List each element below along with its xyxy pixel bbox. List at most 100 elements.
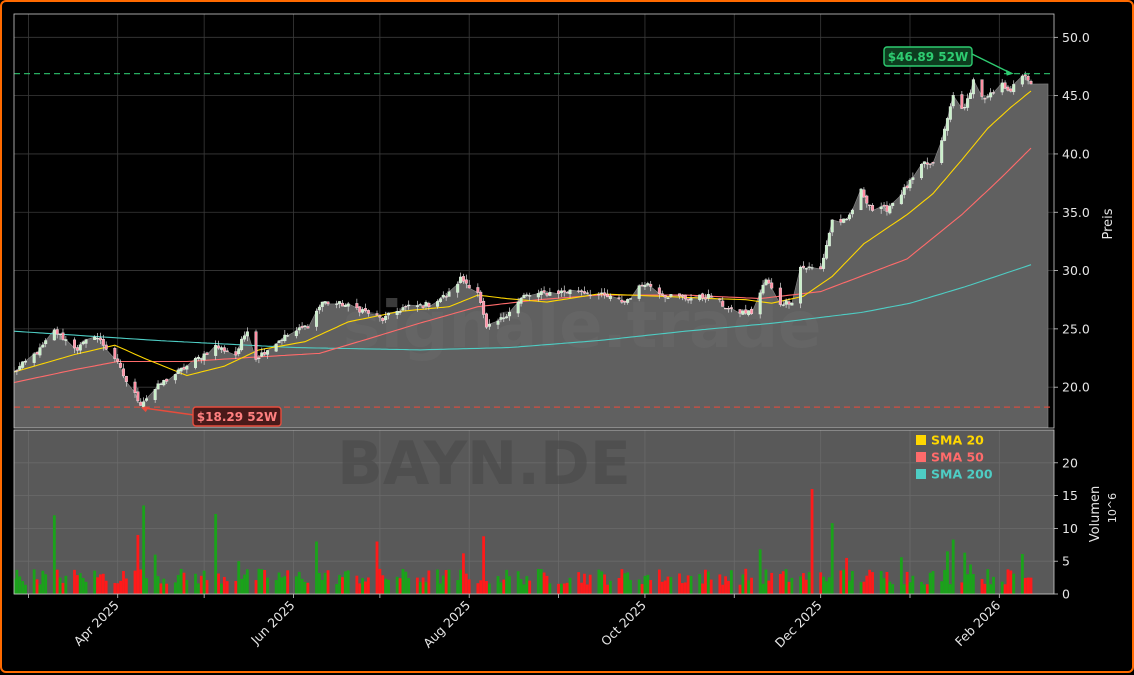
candle-body [73,339,77,349]
candle-body [862,189,866,198]
candle-body [582,291,586,294]
volume-bar [15,569,19,594]
volume-bar [686,575,690,594]
volume-bar [666,576,670,594]
volume-bar [41,570,45,594]
candle-body [104,344,108,350]
volume-bar [542,572,546,594]
volume-bar [825,581,828,594]
x-tick-label: Aug 2025 [420,598,473,651]
candle-body [637,285,641,299]
candle-body [744,309,748,314]
candle-body [1003,82,1007,89]
candle-body [822,257,826,269]
volume-bar [727,580,730,594]
volume-bar [96,577,99,594]
candle-body [436,301,440,307]
candle-body [801,265,805,268]
candle-body [139,401,143,406]
candle-body [260,352,264,357]
volume-bar [153,554,157,594]
volume-bar [75,575,79,594]
candle-body [905,185,909,188]
volume-bar [1023,578,1027,594]
volume-bar [306,582,310,594]
candle-body [539,291,543,295]
volume-bar [55,569,59,594]
volume-tick-label: 10 [1062,521,1078,536]
volume-bar [902,584,906,594]
candle-body [620,299,624,303]
volume-bar [479,580,483,594]
low-52w-label-box [192,406,282,427]
candle-body [669,294,673,297]
price-panel-border [13,13,1055,429]
volume-bar [804,579,808,594]
candle-body [121,368,125,377]
candle-body [340,302,344,307]
volume-bar [718,574,722,594]
volume-bar [346,570,350,594]
volume-bar [784,569,788,594]
candle-body [824,245,828,259]
candle-body [84,339,88,344]
volume-bar [845,557,849,594]
candle-body [219,347,223,350]
candle-body [585,292,589,294]
candle-body [689,298,693,301]
volume-bar [179,568,183,594]
volume-bar [277,572,281,594]
candle-body [980,79,984,97]
candle-body [608,295,612,299]
candle-body [421,305,425,308]
candle-body [381,317,385,322]
volume-bar [220,583,223,594]
candle-body [790,302,794,306]
volume-bar [462,553,465,594]
volume-bar [237,561,241,594]
volume-bar [317,572,321,594]
candle-body [945,118,949,131]
candle-body [971,79,975,95]
x-tick-label: Jun 2025 [247,598,297,648]
candle-body [804,268,808,270]
volume-bar [78,573,82,594]
candle-body [461,276,465,282]
candle-body [597,293,601,296]
volume-bar [801,573,805,594]
volume-bar [911,575,915,594]
candle-body [93,336,97,340]
candle-body [698,294,702,300]
annotations: $46.89 52W $18.29 52W [14,46,1054,427]
candle-body [427,302,431,307]
candle-body [603,292,607,296]
volume-bar [499,582,503,594]
volume-bar [122,571,125,594]
candle-body [842,218,846,223]
candle-body [496,320,500,325]
volume-bar [600,571,604,594]
volume-bar [214,513,218,594]
candle-body [484,313,488,328]
volume-bar [300,578,304,594]
volume-bar [548,583,552,594]
volume-bar [986,569,990,594]
volume-bar [663,580,667,594]
volume-bar [822,576,825,594]
candle-body [361,309,365,313]
candle-body [686,298,690,301]
candle-body [24,360,28,363]
high-52w-label-box [883,46,973,67]
candle-body [124,375,128,382]
volume-bar [678,573,681,594]
volume-bar [787,581,791,594]
volume-bar [764,569,768,594]
volume-bar [173,582,177,594]
volume-bar [992,576,995,594]
volume-bar [781,571,785,594]
volume-bar [136,534,140,594]
volume-bar [528,580,532,594]
candle-body [827,232,831,247]
volume-bar [243,574,246,594]
